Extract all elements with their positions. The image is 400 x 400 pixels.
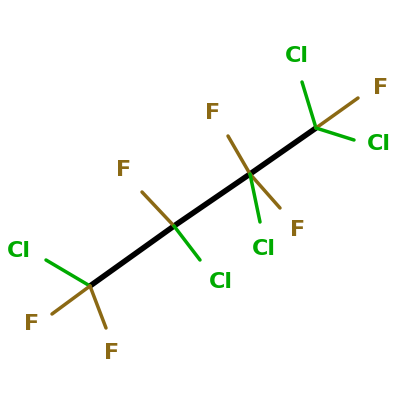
Text: F: F [373, 78, 388, 98]
Text: Cl: Cl [367, 134, 391, 154]
Text: F: F [24, 314, 39, 334]
Text: F: F [290, 220, 306, 240]
Text: F: F [116, 160, 131, 180]
Text: F: F [104, 343, 119, 363]
Text: Cl: Cl [6, 241, 30, 261]
Text: Cl: Cl [252, 239, 276, 259]
Text: Cl: Cl [209, 272, 233, 292]
Text: F: F [205, 103, 220, 123]
Text: Cl: Cl [285, 46, 309, 66]
